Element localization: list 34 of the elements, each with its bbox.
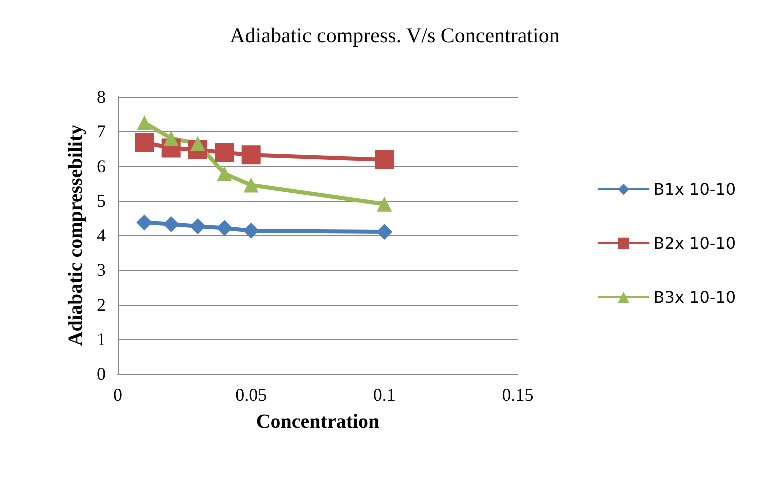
y-tick-label: 1 — [97, 329, 106, 350]
x-tick-label: 0.05 — [236, 385, 268, 405]
legend-label: B3x 10-10 — [654, 288, 736, 307]
x-tick-label: 0.15 — [502, 385, 534, 405]
y-tick-label: 2 — [97, 294, 106, 315]
point — [164, 131, 179, 146]
x-axis-title: Concentration — [256, 411, 380, 433]
point — [244, 178, 259, 193]
point — [163, 216, 180, 232]
legend-label: B1x 10-10 — [654, 180, 736, 199]
point — [136, 214, 153, 231]
point — [242, 146, 261, 165]
point — [135, 133, 154, 152]
x-tick-label: 0 — [114, 385, 122, 405]
x-tick-label: 0.1 — [373, 385, 396, 405]
y-tick-label: 8 — [97, 87, 106, 107]
point — [217, 166, 232, 182]
chart-title: Adiabatic compress. V/s Concentration — [230, 24, 560, 48]
y-axis-title: Adiabatic compressebility — [65, 124, 88, 346]
point — [375, 150, 394, 170]
point — [377, 196, 392, 212]
point — [137, 115, 152, 130]
y-tick-label: 6 — [97, 156, 106, 176]
y-tick-label: 5 — [97, 190, 106, 211]
y-tick-label: 7 — [97, 122, 106, 142]
point — [243, 223, 260, 239]
point — [215, 143, 234, 162]
y-tick-label: 0 — [97, 364, 106, 384]
y-tick-label: 4 — [97, 226, 106, 246]
legend-label: B2x 10-10 — [654, 234, 736, 253]
point — [376, 224, 393, 240]
y-tick-label: 3 — [97, 260, 106, 280]
point — [190, 218, 206, 234]
point — [216, 220, 233, 236]
